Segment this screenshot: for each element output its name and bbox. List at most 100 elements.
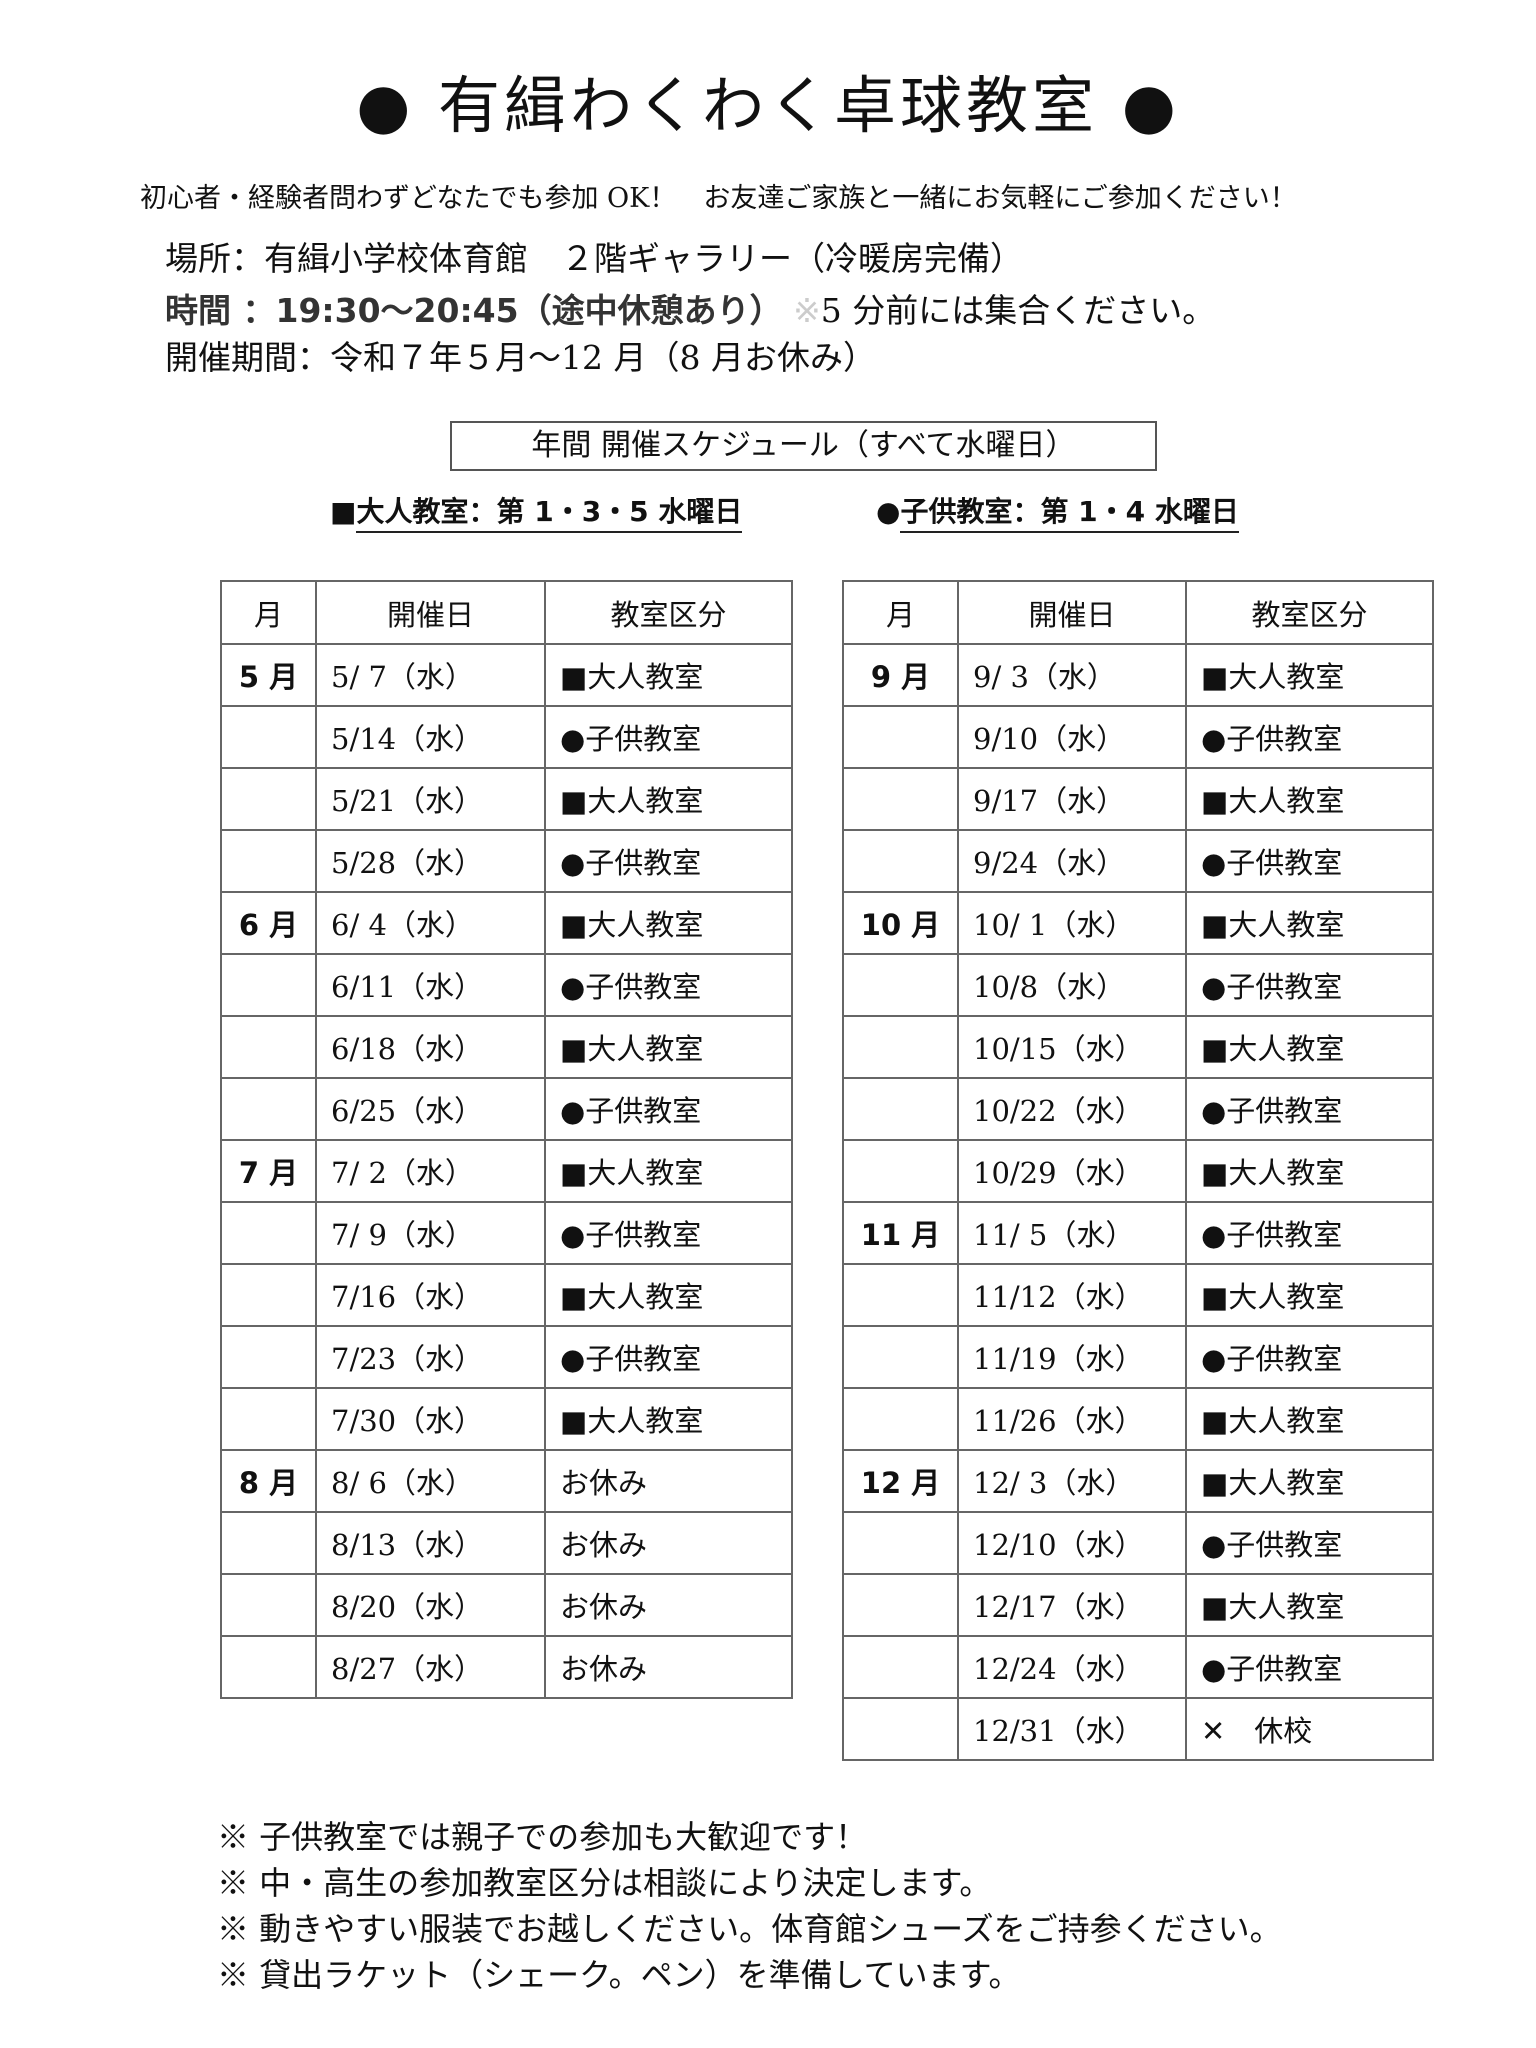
class-cell: お休み [544,1573,793,1637]
note: ※ 中・高生の参加教室区分は相談により決定します。 [217,1864,992,1902]
page-title: ● 有緝わくわく卓球教室 ● [356,69,1180,142]
legend-adult: ■大人教室：第 1・3・5 水曜日 [330,490,743,533]
table-row: 10/29（水） ■大人教室 [842,1139,1434,1203]
subtitle: 初心者・経験者問わずどなたでも参加 OK！ お友達ご家族と一緒にお気軽にご参加く… [140,183,1297,214]
date-cell: 8/20（水） [315,1573,546,1637]
table-row: 5 月 5/ 7（水） ■大人教室 [220,643,793,707]
date-cell: 12/17（水） [957,1573,1187,1637]
date-cell: 5/ 7（水） [315,643,546,707]
class-cell: ■大人教室 [544,1139,793,1203]
class-cell: ●子供教室 [1185,1511,1434,1575]
month-cell [842,1387,959,1451]
class-cell: ■大人教室 [1185,1139,1434,1203]
class-cell: ■大人教室 [1185,1573,1434,1637]
table-row: 9/24（水） ●子供教室 [842,829,1434,893]
legend-child-text: 子供教室：第 1・4 水曜日 [900,495,1239,533]
table-row: 7/16（水） ■大人教室 [220,1263,793,1327]
month-cell [842,829,959,893]
class-cell: ■大人教室 [1185,1263,1434,1327]
month-cell [842,1139,959,1203]
date-cell: 7/30（水） [315,1387,546,1451]
table-row: 7/23（水） ●子供教室 [220,1325,793,1389]
month-cell [842,1573,959,1637]
class-cell: お休み [544,1449,793,1513]
table-row: 8/13（水） お休み [220,1511,793,1575]
info-time: 時間 ：19:30〜20:45（途中休憩あり） ※5 分前には集合ください。 [165,284,1215,332]
table-row: 6 月 6/ 4（水） ■大人教室 [220,891,793,955]
class-cell: ■大人教室 [1185,891,1434,955]
month-cell [842,1511,959,1575]
schedule-heading: 年間 開催スケジュール（すべて水曜日） [450,421,1157,471]
month-cell [220,1387,317,1451]
table-row: 8/20（水） お休み [220,1573,793,1637]
class-cell: ✕ 休校 [1185,1697,1434,1761]
month-cell: 9 月 [842,643,959,707]
table-row: 9/10（水） ●子供教室 [842,705,1434,769]
date-cell: 12/10（水） [957,1511,1187,1575]
class-cell: ■大人教室 [544,767,793,831]
date-cell: 9/10（水） [957,705,1187,769]
table-row: 10/8（水） ●子供教室 [842,953,1434,1017]
date-cell: 12/24（水） [957,1635,1187,1699]
date-cell: 9/17（水） [957,767,1187,831]
table-row: 11 月 11/ 5（水） ●子供教室 [842,1201,1434,1265]
time-note: 5 分前には集合ください。 [820,291,1216,330]
class-cell: ●子供教室 [544,705,793,769]
date-cell: 10/ 1（水） [957,891,1187,955]
month-cell [220,1201,317,1265]
class-cell: ■大人教室 [1185,1387,1434,1451]
date-cell: 11/19（水） [957,1325,1187,1389]
class-cell: ■大人教室 [544,1015,793,1079]
date-cell: 8/ 6（水） [315,1449,546,1513]
month-cell: 10 月 [842,891,959,955]
table-header-row: 月開催日 教室区分 [220,580,793,645]
note: ※ 貸出ラケット（シェーク。ペン）を準備しています。 [217,1956,1021,1994]
class-cell: ●子供教室 [1185,953,1434,1017]
month-cell [220,1325,317,1389]
month-cell [220,829,317,893]
table-row: 12 月 12/ 3（水） ■大人教室 [842,1449,1434,1513]
date-cell: 12/ 3（水） [957,1449,1187,1513]
date-cell: 5/28（水） [315,829,546,893]
class-cell: ■大人教室 [544,1263,793,1327]
date-cell: 6/25（水） [315,1077,546,1141]
month-cell [842,1015,959,1079]
legend-adult-text: 大人教室：第 1・3・5 水曜日 [356,495,743,533]
month-cell [220,1511,317,1575]
class-cell: ■大人教室 [1185,1015,1434,1079]
class-cell: お休み [544,1635,793,1699]
month-cell: 12 月 [842,1449,959,1513]
legend-child: ●子供教室：第 1・4 水曜日 [876,490,1239,533]
date-cell: 7/ 9（水） [315,1201,546,1265]
time-label: 時間 ：19:30〜20:45（途中休憩あり） [165,291,783,330]
circle-icon: ● [876,495,901,528]
month-cell [842,1077,959,1141]
month-cell [842,767,959,831]
class-cell: ●子供教室 [544,1325,793,1389]
date-cell: 7/23（水） [315,1325,546,1389]
table-row: 10 月 10/ 1（水） ■大人教室 [842,891,1434,955]
month-cell: 8 月 [220,1449,317,1513]
note-mark: ※ [793,291,821,330]
note: ※ 子供教室では親子での参加も大歓迎です！ [217,1818,868,1856]
class-cell: ●子供教室 [1185,705,1434,769]
date-cell: 7/ 2（水） [315,1139,546,1203]
class-cell: ●子供教室 [544,1077,793,1141]
table-row: 10/15（水） ■大人教室 [842,1015,1434,1079]
month-cell [220,953,317,1017]
column-header: 月 [220,580,317,645]
table-row: 11/12（水） ■大人教室 [842,1263,1434,1327]
date-cell: 8/13（水） [315,1511,546,1575]
table-row: 7 月 7/ 2（水） ■大人教室 [220,1139,793,1203]
class-cell: ■大人教室 [1185,767,1434,831]
table-row: 12/10（水） ●子供教室 [842,1511,1434,1575]
class-cell: ■大人教室 [1185,643,1434,707]
table-row: 6/18（水） ■大人教室 [220,1015,793,1079]
table-row: 11/26（水） ■大人教室 [842,1387,1434,1451]
table-row: 10/22（水） ●子供教室 [842,1077,1434,1141]
column-header: 開催日 [957,580,1187,645]
note: ※ 動きやすい服装でお越しください。体育館シューズをご持参ください。 [217,1910,1282,1948]
date-cell: 7/16（水） [315,1263,546,1327]
schedule-table-right: 月開催日 教室区分 9 月 9/ 3（水） ■大人教室 9/10（水） ●子供教室 9/17（… [842,580,1434,1761]
date-cell: 5/14（水） [315,705,546,769]
